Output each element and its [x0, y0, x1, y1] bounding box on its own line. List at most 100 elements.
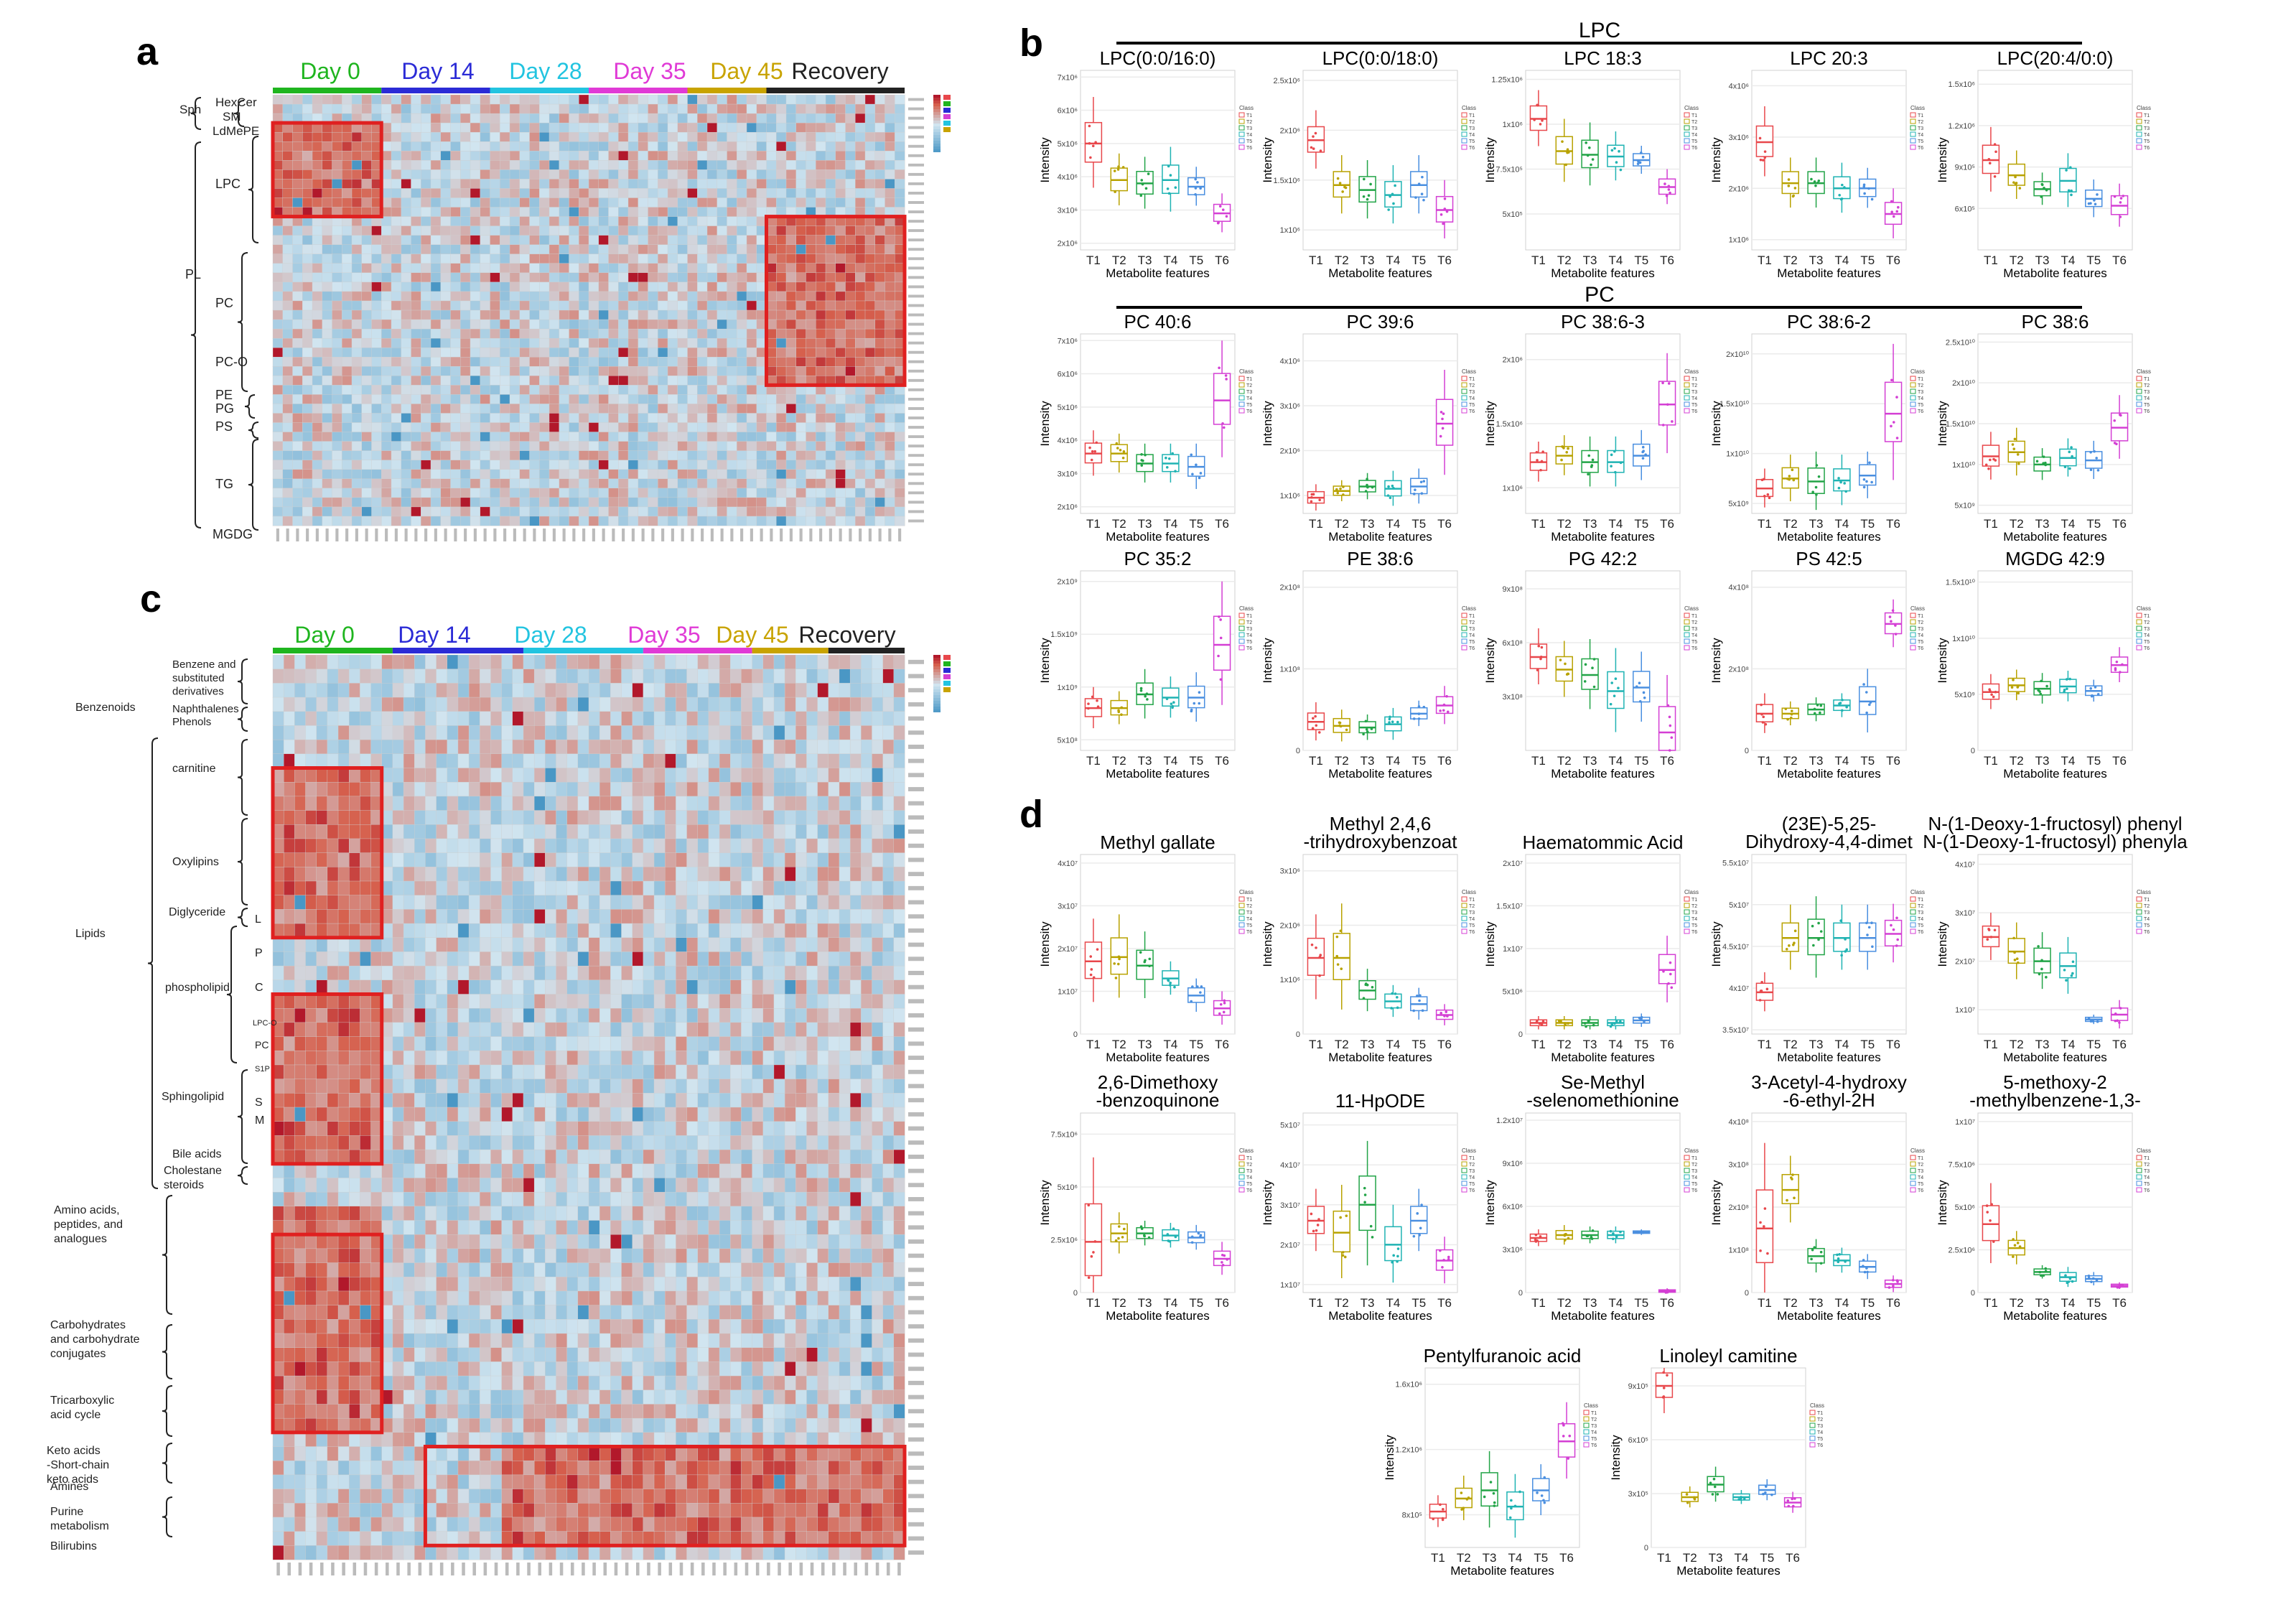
- heatmap-cell: [401, 151, 412, 161]
- heatmap-cell: [425, 1051, 437, 1066]
- heatmap-cell: [618, 103, 629, 114]
- heatmap-cell: [643, 895, 655, 910]
- heatmap-cell: [676, 979, 688, 995]
- heatmap-cell: [706, 337, 718, 348]
- heatmap-cell: [460, 432, 471, 442]
- heatmap-cell: [411, 216, 421, 227]
- heatmap-cell: [282, 376, 294, 386]
- heatmap-cell: [599, 796, 611, 811]
- heatmap-cell: [893, 654, 905, 670]
- heatmap-cell: [653, 880, 666, 896]
- heatmap-cell: [665, 979, 676, 995]
- heatmap-cell: [509, 281, 521, 292]
- heatmap-cell: [312, 337, 323, 348]
- heatmap-cell: [874, 309, 886, 320]
- heatmap-cell: [523, 1079, 535, 1094]
- col-label-mark: [385, 529, 388, 541]
- heatmap-cell: [598, 337, 610, 348]
- heatmap-cell: [302, 179, 313, 189]
- heatmap-cell: [342, 319, 353, 330]
- heatmap-cell: [342, 131, 353, 142]
- heatmap-cell: [302, 337, 313, 348]
- heatmap-cell: [272, 347, 284, 358]
- heatmap-cell: [577, 781, 589, 797]
- heatmap-cell: [610, 1079, 622, 1094]
- heatmap-cell: [559, 94, 570, 105]
- heatmap-cell: [686, 654, 699, 670]
- heatmap-cell: [816, 309, 826, 320]
- heatmap-cell: [737, 404, 747, 414]
- heatmap-cell: [421, 291, 431, 302]
- heatmap-cell: [539, 432, 550, 442]
- heatmap-cell: [874, 478, 886, 489]
- heatmap-cell: [828, 895, 840, 910]
- heatmap-cell: [708, 697, 720, 712]
- heatmap-cell: [849, 909, 862, 924]
- heatmap-cell: [529, 160, 540, 170]
- heatmap-cell: [579, 216, 589, 227]
- heatmap-cell: [490, 810, 503, 825]
- heatmap-cell: [855, 460, 866, 470]
- heatmap-cell: [425, 1107, 437, 1122]
- heatmap-cell: [332, 235, 342, 246]
- heatmap-cell: [450, 469, 461, 480]
- heatmap-cell: [361, 488, 373, 498]
- heatmap-cell: [401, 235, 412, 246]
- heatmap-cell: [665, 781, 676, 797]
- heatmap-cell: [490, 460, 500, 470]
- heatmap-cell: [795, 151, 807, 161]
- heatmap-cell: [283, 1079, 295, 1094]
- heatmap-cell: [282, 422, 294, 433]
- heatmap-cell: [795, 131, 807, 142]
- heatmap-cell: [638, 122, 649, 133]
- heatmap-cell: [610, 909, 622, 924]
- heatmap-cell: [795, 1022, 807, 1038]
- heatmap-cell: [864, 488, 876, 498]
- heatmap-cell: [643, 1007, 655, 1023]
- heatmap-cell: [421, 197, 431, 208]
- heatmap-cell: [627, 122, 639, 133]
- heatmap-cell: [610, 852, 622, 867]
- heatmap-cell: [727, 225, 737, 236]
- heatmap-cell: [392, 937, 404, 952]
- heatmap-cell: [440, 488, 452, 498]
- heatmap-cell: [825, 122, 836, 133]
- heatmap-cell: [719, 965, 731, 981]
- heatmap-cell: [730, 1022, 742, 1038]
- heatmap-cell: [806, 244, 816, 255]
- heatmap-cell: [658, 432, 668, 442]
- heatmap-cell: [312, 488, 323, 498]
- heatmap-cell: [706, 309, 718, 320]
- heatmap-cell: [305, 711, 317, 726]
- heatmap-cell: [785, 460, 797, 470]
- heatmap-cell: [893, 1079, 905, 1094]
- heatmap-cell: [425, 669, 437, 684]
- heatmap-cell: [839, 880, 851, 896]
- heatmap-cell: [302, 253, 313, 264]
- heatmap-cell: [795, 263, 807, 274]
- row-label-mark: [908, 238, 924, 242]
- heatmap-cell: [667, 506, 678, 517]
- heatmap-cell: [677, 122, 689, 133]
- heatmap-cell: [687, 478, 698, 489]
- heatmap-cell: [556, 1022, 568, 1038]
- heatmap-cell: [509, 404, 521, 414]
- heatmap-cell: [839, 1022, 851, 1038]
- heatmap-cell: [500, 235, 510, 246]
- heatmap-cell: [490, 441, 500, 452]
- heatmap-cell: [361, 160, 373, 170]
- heatmap-cell: [440, 188, 452, 198]
- heatmap-cell: [588, 683, 600, 698]
- heatmap-cell: [588, 753, 600, 769]
- heatmap-cell: [816, 450, 826, 461]
- heatmap-cell: [667, 94, 678, 105]
- heatmap-cell: [332, 422, 342, 433]
- row-label-mark: [908, 519, 924, 523]
- heatmap-cell: [864, 450, 876, 461]
- heatmap-cell: [845, 253, 856, 264]
- heatmap-cell: [648, 253, 658, 264]
- heatmap-cell: [533, 1022, 546, 1038]
- heatmap-cell: [746, 516, 757, 526]
- row-label-mark: [908, 182, 924, 185]
- heatmap-cell: [490, 244, 500, 255]
